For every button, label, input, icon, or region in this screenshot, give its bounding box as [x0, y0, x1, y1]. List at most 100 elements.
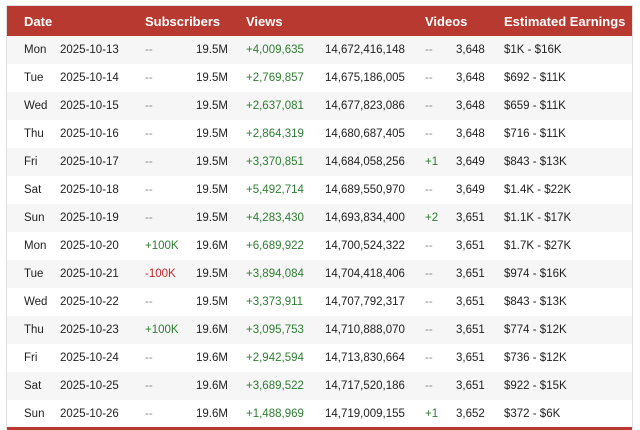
- cell-views: 14,719,009,155: [325, 408, 405, 420]
- cell-videos: 3,651: [456, 212, 485, 224]
- cell-subscribers: 19.5M: [196, 296, 228, 308]
- cell-video-change: +1: [425, 156, 439, 168]
- cell-videos: 3,651: [456, 352, 485, 364]
- cell-date: 2025-10-23: [60, 324, 119, 336]
- cell-day: Sat: [24, 380, 42, 392]
- cell-videos: 3,651: [456, 380, 485, 392]
- cell-video-change: --: [425, 72, 433, 84]
- cell-subscribers: 19.5M: [196, 100, 228, 112]
- cell-views: 14,693,834,400: [325, 212, 405, 224]
- cell-subscriber-change: +100K: [145, 240, 179, 252]
- cell-views: 14,710,888,070: [325, 324, 405, 336]
- cell-view-change: +2,864,319: [246, 128, 304, 140]
- cell-view-change: +4,283,430: [246, 212, 304, 224]
- cell-day: Sun: [24, 212, 45, 224]
- cell-subscriber-change: +100K: [145, 324, 179, 336]
- cell-date: 2025-10-21: [60, 268, 119, 280]
- cell-views: 14,677,823,086: [325, 100, 405, 112]
- cell-date: 2025-10-14: [60, 72, 119, 84]
- cell-video-change: --: [425, 296, 433, 308]
- table-row: Fri 2025-10-17 -- 19.5M +3,370,851 14,684,058…: [7, 148, 632, 177]
- cell-video-change: --: [425, 324, 433, 336]
- cell-day: Sun: [24, 408, 45, 420]
- cell-earnings: $692 - $11K: [504, 72, 566, 84]
- cell-earnings: $843 - $13K: [504, 296, 567, 308]
- table-row: Thu 2025-10-16 -- 19.5M +2,864,319 14,680,687…: [7, 120, 632, 149]
- header-earnings: Estimated Earnings: [504, 14, 626, 29]
- cell-subscribers: 19.5M: [196, 268, 228, 280]
- cell-subscriber-change: --: [145, 44, 153, 56]
- cell-views: 14,672,416,148: [325, 44, 405, 56]
- table-row: Wed 2025-10-22 -- 19.5M +3,373,911 14,707,792…: [7, 288, 632, 317]
- cell-date: 2025-10-13: [60, 44, 119, 56]
- cell-date: 2025-10-18: [60, 184, 119, 196]
- cell-subscribers: 19.5M: [196, 128, 228, 140]
- cell-earnings: $843 - $13K: [504, 156, 567, 168]
- cell-view-change: +3,894,084: [246, 268, 304, 280]
- cell-day: Fri: [24, 156, 38, 168]
- cell-video-change: --: [425, 100, 433, 112]
- cell-earnings: $774 - $12K: [504, 324, 567, 336]
- cell-subscribers: 19.6M: [196, 352, 228, 364]
- table-row: Mon 2025-10-13 -- 19.5M +4,009,635 14,672,416…: [7, 36, 632, 65]
- cell-views: 14,717,520,186: [325, 380, 405, 392]
- cell-day: Mon: [24, 44, 47, 56]
- cell-subscriber-change: --: [145, 352, 153, 364]
- header-views: Views: [246, 14, 283, 29]
- header-date: Date: [24, 14, 53, 29]
- cell-date: 2025-10-25: [60, 380, 119, 392]
- cell-views: 14,680,687,405: [325, 128, 405, 140]
- cell-videos: 3,651: [456, 324, 485, 336]
- cell-subscribers: 19.6M: [196, 380, 228, 392]
- cell-videos: 3,648: [456, 100, 485, 112]
- cell-date: 2025-10-17: [60, 156, 119, 168]
- cell-video-change: --: [425, 240, 433, 252]
- table-row: Thu 2025-10-23 +100K 19.6M +3,095,753 14,710,…: [7, 316, 632, 345]
- cell-date: 2025-10-22: [60, 296, 119, 308]
- cell-view-change: +2,942,594: [246, 352, 304, 364]
- cell-subscriber-change: --: [145, 296, 153, 308]
- cell-video-change: --: [425, 128, 433, 140]
- cell-view-change: +2,637,081: [246, 100, 304, 112]
- header-videos: Videos: [425, 14, 468, 29]
- table-row: Tue 2025-10-14 -- 19.5M +2,769,857 14,675,186…: [7, 64, 632, 93]
- table-header: Date Subscribers Views Videos Estimated …: [7, 6, 632, 36]
- cell-date: 2025-10-15: [60, 100, 119, 112]
- cell-view-change: +4,009,635: [246, 44, 304, 56]
- cell-day: Tue: [24, 72, 44, 84]
- cell-day: Wed: [24, 296, 48, 308]
- cell-subscribers: 19.6M: [196, 240, 228, 252]
- cell-date: 2025-10-20: [60, 240, 119, 252]
- table-row: Sat 2025-10-25 -- 19.6M +3,689,522 14,717,520…: [7, 372, 632, 401]
- cell-view-change: +2,769,857: [246, 72, 304, 84]
- cell-date: 2025-10-24: [60, 352, 119, 364]
- cell-subscribers: 19.5M: [196, 72, 228, 84]
- cell-videos: 3,649: [456, 184, 485, 196]
- table-row: Sun 2025-10-26 -- 19.6M +1,488,969 14,719,009…: [7, 400, 632, 429]
- cell-subscribers: 19.5M: [196, 44, 228, 56]
- cell-subscriber-change: --: [145, 212, 153, 224]
- table-row: Fri 2025-10-24 -- 19.6M +2,942,594 14,713,830…: [7, 344, 632, 373]
- cell-videos: 3,651: [456, 296, 485, 308]
- cell-videos: 3,648: [456, 44, 485, 56]
- cell-videos: 3,652: [456, 408, 485, 420]
- cell-view-change: +1,488,969: [246, 408, 304, 420]
- cell-video-change: --: [425, 184, 433, 196]
- cell-day: Thu: [24, 324, 44, 336]
- cell-views: 14,704,418,406: [325, 268, 405, 280]
- cell-day: Wed: [24, 100, 48, 112]
- table-row: Sun 2025-10-19 -- 19.5M +4,283,430 14,693,834…: [7, 204, 632, 233]
- cell-date: 2025-10-26: [60, 408, 119, 420]
- cell-view-change: +3,370,851: [246, 156, 304, 168]
- cell-video-change: --: [425, 44, 433, 56]
- cell-video-change: --: [425, 380, 433, 392]
- cell-day: Fri: [24, 352, 38, 364]
- cell-videos: 3,648: [456, 128, 485, 140]
- header-subscribers: Subscribers: [145, 14, 221, 29]
- cell-subscribers: 19.6M: [196, 408, 228, 420]
- table-row: Wed 2025-10-15 -- 19.5M +2,637,081 14,677,823…: [7, 92, 632, 121]
- cell-earnings: $974 - $16K: [504, 268, 567, 280]
- cell-video-change: +2: [425, 212, 439, 224]
- cell-earnings: $372 - $6K: [504, 408, 561, 420]
- cell-subscriber-change: --: [145, 408, 153, 420]
